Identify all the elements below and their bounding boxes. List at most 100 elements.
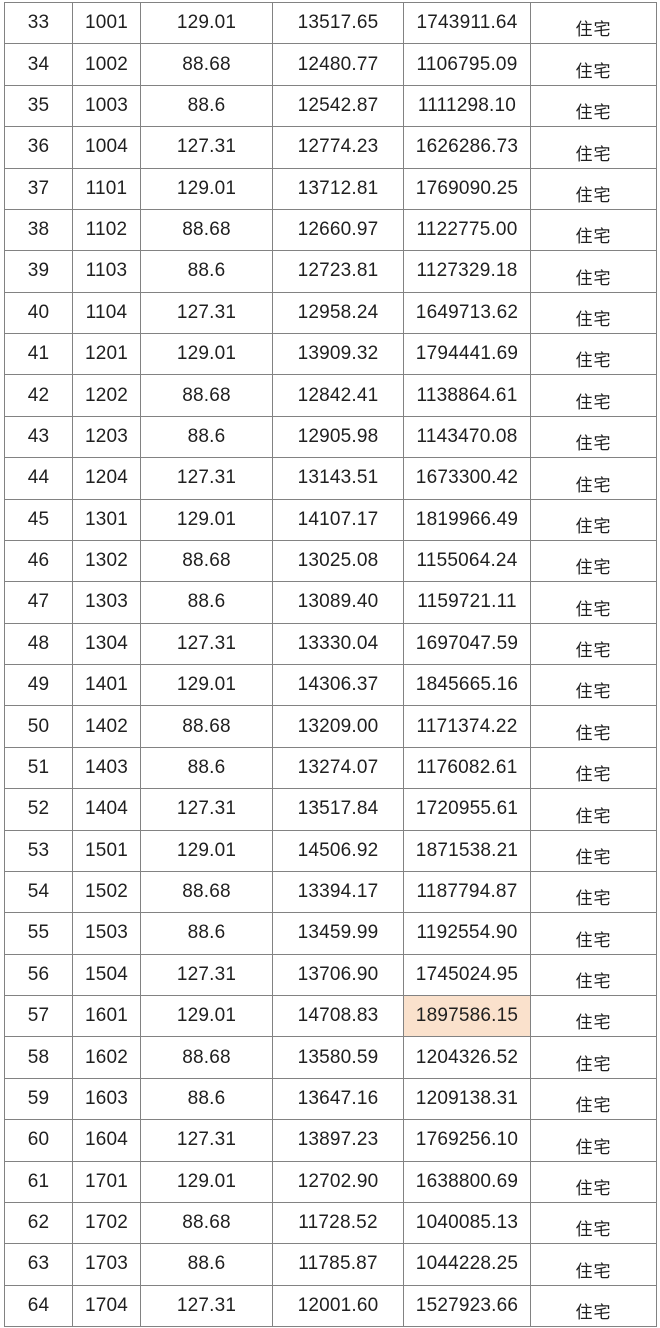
cell-sequence-number: 64 bbox=[4, 1284, 73, 1328]
cell-unit-price: 13706.90 bbox=[272, 953, 404, 997]
cell-unit-price: 13517.65 bbox=[272, 1, 404, 45]
cell-sequence-number: 50 bbox=[4, 705, 73, 748]
cell-area: 127.31 bbox=[140, 1119, 273, 1162]
cell-unit-price: 14306.37 bbox=[272, 663, 404, 707]
cell-sequence-number: 38 bbox=[4, 208, 73, 252]
cell-area: 88.68 bbox=[140, 1201, 273, 1245]
cell-area: 129.01 bbox=[140, 498, 273, 541]
cell-sequence-number: 39 bbox=[4, 250, 73, 293]
cell-unit-price: 12660.97 bbox=[272, 208, 404, 252]
cell-unit-number: 1201 bbox=[72, 332, 141, 376]
cell-total-price: 1192554.90 bbox=[403, 912, 531, 955]
cell-sequence-number: 36 bbox=[4, 126, 73, 169]
table-row: 45 1301 129.01 14107.17 1819966.49 住宅 bbox=[4, 498, 657, 541]
cell-sequence-number: 34 bbox=[4, 43, 73, 86]
cell-sequence-number: 48 bbox=[4, 622, 73, 666]
cell-area: 129.01 bbox=[140, 1, 273, 45]
cell-total-price: 1171374.22 bbox=[403, 705, 531, 748]
cell-total-price: 1187794.87 bbox=[403, 870, 531, 914]
cell-area: 129.01 bbox=[140, 994, 273, 1038]
cell-area: 127.31 bbox=[140, 291, 273, 335]
table-row: 50 1402 88.68 13209.00 1171374.22 住宅 bbox=[4, 705, 657, 748]
cell-property-type: 住宅 bbox=[530, 539, 657, 583]
cell-area: 88.6 bbox=[140, 1243, 273, 1286]
cell-area: 129.01 bbox=[140, 332, 273, 376]
cell-property-type: 住宅 bbox=[530, 746, 657, 790]
cell-total-price: 1720955.61 bbox=[403, 788, 531, 831]
price-table: 33 1001 129.01 13517.65 1743911.64 住宅 34 1002 88… bbox=[4, 1, 657, 1328]
table-row: 35 1003 88.6 12542.87 1111298.10 住宅 bbox=[4, 84, 657, 128]
cell-total-price: 1159721.11 bbox=[403, 581, 531, 624]
cell-unit-number: 1001 bbox=[72, 1, 141, 45]
cell-unit-number: 1301 bbox=[72, 498, 141, 541]
table-row: 33 1001 129.01 13517.65 1743911.64 住宅 bbox=[4, 1, 657, 45]
cell-unit-price: 12905.98 bbox=[272, 415, 404, 459]
table-row: 62 1702 88.68 11728.52 1040085.13 住宅 bbox=[4, 1201, 657, 1245]
cell-unit-number: 1704 bbox=[72, 1284, 141, 1328]
cell-unit-price: 13089.40 bbox=[272, 581, 404, 624]
cell-unit-price: 13647.16 bbox=[272, 1077, 404, 1121]
cell-unit-number: 1503 bbox=[72, 912, 141, 955]
cell-unit-price: 13517.84 bbox=[272, 788, 404, 831]
cell-property-type: 住宅 bbox=[530, 498, 657, 541]
cell-total-price: 1626286.73 bbox=[403, 126, 531, 169]
cell-unit-price: 13330.04 bbox=[272, 622, 404, 666]
cell-sequence-number: 63 bbox=[4, 1243, 73, 1286]
cell-property-type: 住宅 bbox=[530, 622, 657, 666]
cell-area: 88.6 bbox=[140, 912, 273, 955]
table-row: 49 1401 129.01 14306.37 1845665.16 住宅 bbox=[4, 663, 657, 707]
cell-sequence-number: 40 bbox=[4, 291, 73, 335]
cell-property-type: 住宅 bbox=[530, 291, 657, 335]
table-row: 63 1703 88.6 11785.87 1044228.25 住宅 bbox=[4, 1243, 657, 1286]
cell-unit-number: 1203 bbox=[72, 415, 141, 459]
cell-sequence-number: 35 bbox=[4, 84, 73, 128]
cell-unit-price: 13143.51 bbox=[272, 457, 404, 500]
cell-unit-number: 1302 bbox=[72, 539, 141, 583]
cell-area: 127.31 bbox=[140, 788, 273, 831]
cell-sequence-number: 43 bbox=[4, 415, 73, 459]
cell-unit-number: 1101 bbox=[72, 167, 141, 210]
table-row: 54 1502 88.68 13394.17 1187794.87 住宅 bbox=[4, 870, 657, 914]
cell-sequence-number: 61 bbox=[4, 1160, 73, 1203]
cell-total-price: 1794441.69 bbox=[403, 332, 531, 376]
cell-unit-price: 12842.41 bbox=[272, 374, 404, 417]
cell-sequence-number: 51 bbox=[4, 746, 73, 790]
cell-unit-price: 13909.32 bbox=[272, 332, 404, 376]
cell-area: 88.68 bbox=[140, 208, 273, 252]
cell-property-type: 住宅 bbox=[530, 994, 657, 1038]
table-row: 42 1202 88.68 12842.41 1138864.61 住宅 bbox=[4, 374, 657, 417]
table-row: 58 1602 88.68 13580.59 1204326.52 住宅 bbox=[4, 1036, 657, 1079]
table-row: 56 1504 127.31 13706.90 1745024.95 住宅 bbox=[4, 953, 657, 997]
cell-total-price: 1743911.64 bbox=[403, 1, 531, 45]
cell-unit-number: 1501 bbox=[72, 829, 141, 872]
cell-sequence-number: 55 bbox=[4, 912, 73, 955]
cell-unit-number: 1702 bbox=[72, 1201, 141, 1245]
cell-sequence-number: 59 bbox=[4, 1077, 73, 1121]
cell-unit-price: 12480.77 bbox=[272, 43, 404, 86]
table-row: 64 1704 127.31 12001.60 1527923.66 住宅 bbox=[4, 1284, 657, 1328]
cell-sequence-number: 57 bbox=[4, 994, 73, 1038]
cell-unit-price: 13274.07 bbox=[272, 746, 404, 790]
cell-property-type: 住宅 bbox=[530, 250, 657, 293]
cell-unit-price: 13394.17 bbox=[272, 870, 404, 914]
cell-total-price: 1143470.08 bbox=[403, 415, 531, 459]
cell-unit-number: 1502 bbox=[72, 870, 141, 914]
table-row: 51 1403 88.6 13274.07 1176082.61 住宅 bbox=[4, 746, 657, 790]
cell-total-price: 1769256.10 bbox=[403, 1119, 531, 1162]
cell-area: 88.6 bbox=[140, 581, 273, 624]
cell-property-type: 住宅 bbox=[530, 43, 657, 86]
cell-unit-price: 11785.87 bbox=[272, 1243, 404, 1286]
cell-unit-number: 1202 bbox=[72, 374, 141, 417]
cell-unit-number: 1603 bbox=[72, 1077, 141, 1121]
table-row: 39 1103 88.6 12723.81 1127329.18 住宅 bbox=[4, 250, 657, 293]
table-row: 36 1004 127.31 12774.23 1626286.73 住宅 bbox=[4, 126, 657, 169]
table-row: 55 1503 88.6 13459.99 1192554.90 住宅 bbox=[4, 912, 657, 955]
cell-area: 88.68 bbox=[140, 539, 273, 583]
cell-total-price: 1111298.10 bbox=[403, 84, 531, 128]
table-row: 34 1002 88.68 12480.77 1106795.09 住宅 bbox=[4, 43, 657, 86]
cell-sequence-number: 45 bbox=[4, 498, 73, 541]
cell-area: 129.01 bbox=[140, 1160, 273, 1203]
cell-area: 88.68 bbox=[140, 43, 273, 86]
cell-total-price: 1745024.95 bbox=[403, 953, 531, 997]
cell-sequence-number: 37 bbox=[4, 167, 73, 210]
